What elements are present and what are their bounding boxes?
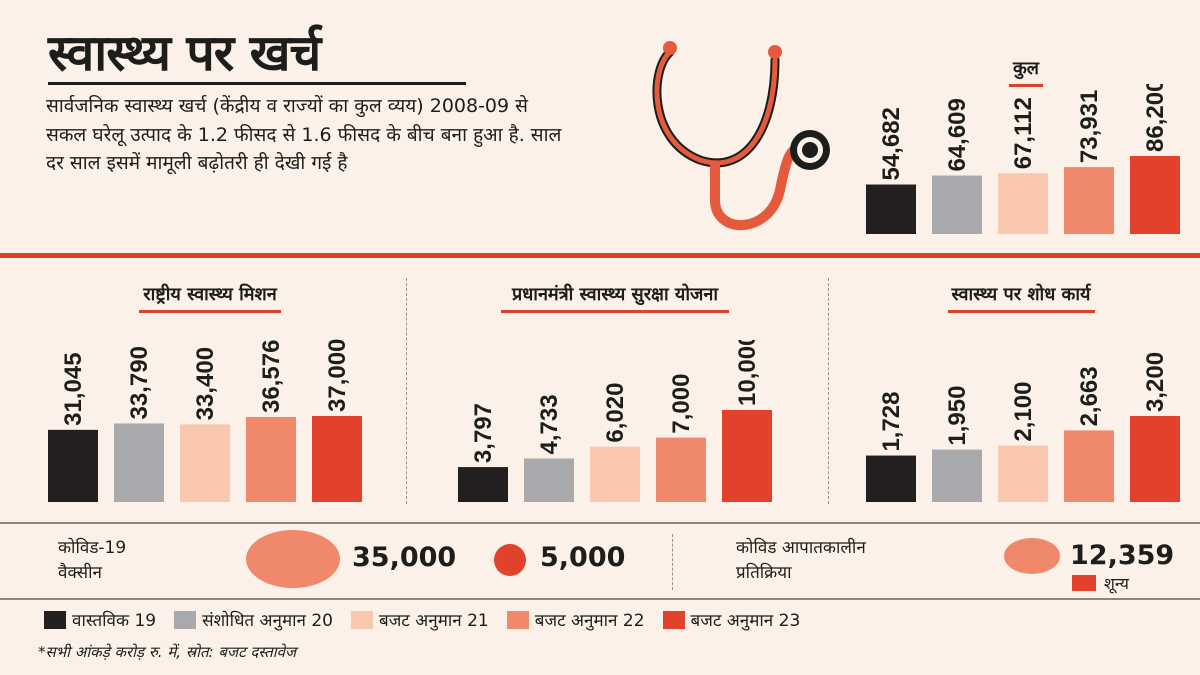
bar-2 [932,175,982,234]
covid-vaccine-label-line2: वैक्सीन [58,563,102,583]
covid-vaccine-23-value: 5,000 [540,542,626,573]
vertical-divider-1 [406,278,407,504]
bar-value-label: 33,790 [126,346,153,419]
total-chart: 54,682 64,609 67,112 73,931 86,200 [866,84,1180,234]
bar-4 [1064,430,1114,502]
legend-top-rule [0,598,1200,600]
bar-3 [998,445,1048,502]
covid-emergency-22-bubble [1004,538,1060,574]
total-chart-title: कुल [986,54,1066,87]
bar-1 [866,184,916,234]
bar-4 [656,437,706,502]
pmssy-chart-title-text: प्रधानमंत्री स्वास्थ्य सुरक्षा योजना [501,280,729,313]
bar-1 [458,467,508,502]
nhm-chart-title: राष्ट्रीय स्वास्थ्य मिशन [40,280,380,313]
pmssy-chart: 3,797 4,733 6,020 7,000 10,000 [458,340,772,502]
bar-1 [48,429,98,502]
intro-text: सार्वजनिक स्वास्थ्य खर्च (केंद्रीय व राज… [46,95,562,174]
research-chart-title: स्वास्थ्य पर शोध कार्य [866,280,1176,313]
nhm-chart: 31,045 33,790 33,400 36,576 37,000 [48,339,362,502]
research-chart-title-text: स्वास्थ्य पर शोध कार्य [947,280,1095,313]
legend-item-revised-20: संशोधित अनुमान 20 [174,608,333,631]
bar-value-label: 10,000 [734,340,761,406]
legend-swatch [174,610,197,629]
bar-4 [246,416,296,502]
legend-item-budget-23: बजट अनुमान 23 [662,608,801,631]
legend-item-actual-19: वास्तविक 19 [44,608,156,631]
bar-value-label: 4,733 [536,394,563,454]
covid-top-rule [0,522,1200,524]
bar-3 [180,424,230,502]
bar-2 [932,449,982,502]
vertical-divider-3 [672,534,673,590]
legend-label: संशोधित अनुमान 20 [202,611,333,631]
bar-value-label: 3,797 [470,403,497,463]
bar-value-label: 73,931 [1076,90,1103,163]
research-chart: 1,728 1,950 2,100 2,663 3,200 [866,352,1180,502]
vertical-divider-2 [828,278,829,504]
covid-vaccine-label: कोविड-19 वैक्सीन [58,536,126,586]
covid-emergency-label: कोविड आपातकालीन प्रतिक्रिया [736,536,866,586]
footnote: *सभी आंकड़े करोड़ रु. में, स्रोत: बजट दस… [38,643,297,661]
legend-swatch [44,610,66,629]
bar-5 [1130,156,1180,234]
bar-value-label: 3,200 [1142,352,1169,412]
bar-value-label: 2,663 [1076,366,1103,426]
covid-vaccine-label-line1: कोविड-19 [58,538,127,558]
legend-label: बजट अनुमान 23 [690,611,801,631]
pmssy-chart-title: प्रधानमंत्री स्वास्थ्य सुरक्षा योजना [450,280,780,313]
covid-vaccine-22-bubble [246,530,340,588]
bar-value-label: 31,045 [60,352,87,425]
legend-swatch [662,610,685,629]
bar-3 [998,173,1048,234]
bar-3 [590,446,640,502]
covid-vaccine-23-bubble [494,544,526,576]
bar-value-label: 36,576 [258,340,285,413]
covid-vaccine-22-value: 35,000 [352,542,457,573]
bar-5 [1130,416,1180,502]
covid-emergency-22-value: 12,359 [1070,540,1175,571]
legend-item-budget-21: बजट अनुमान 21 [350,608,489,631]
legend-label: वास्तविक 19 [72,611,157,631]
covid-emergency-label-line1: कोविड आपातकालीन [736,538,866,558]
bar-value-label: 86,200 [1142,84,1169,152]
bar-value-label: 6,020 [602,383,629,443]
stethoscope-icon [652,41,830,230]
legend: वास्तविक 19 संशोधित अनुमान 20 बजट अनुमान… [44,608,818,631]
bar-value-label: 37,000 [324,339,351,412]
covid-emergency-label-line2: प्रतिक्रिया [736,563,792,583]
covid-emergency-23-swatch [1072,575,1096,591]
bar-2 [114,423,164,502]
bar-2 [524,458,574,502]
legend-swatch [506,610,529,629]
bar-value-label: 33,400 [192,347,219,420]
nhm-chart-title-text: राष्ट्रीय स्वास्थ्य मिशन [139,280,281,313]
bar-value-label: 54,682 [878,107,905,180]
bar-5 [312,416,362,502]
bar-1 [866,455,916,502]
bar-value-label: 2,100 [1010,382,1037,442]
total-chart-title-text: कुल [1008,54,1044,87]
bar-value-label: 1,728 [878,391,905,451]
legend-label: बजट अनुमान 22 [534,611,645,631]
bar-5 [722,410,772,502]
legend-item-budget-22: बजट अनुमान 22 [506,608,645,631]
title-underline [48,82,466,85]
section-divider [0,253,1200,258]
legend-swatch [350,610,373,629]
bar-value-label: 64,609 [944,98,971,171]
bar-value-label: 1,950 [944,386,971,446]
bar-value-label: 67,112 [1010,97,1037,169]
covid-emergency-23-value: शून्य [1104,574,1129,593]
legend-label: बजट अनुमान 21 [378,611,489,631]
bar-4 [1064,167,1114,234]
bar-value-label: 7,000 [668,374,695,434]
page-title: स्वास्थ्य पर खर्च [48,24,321,82]
